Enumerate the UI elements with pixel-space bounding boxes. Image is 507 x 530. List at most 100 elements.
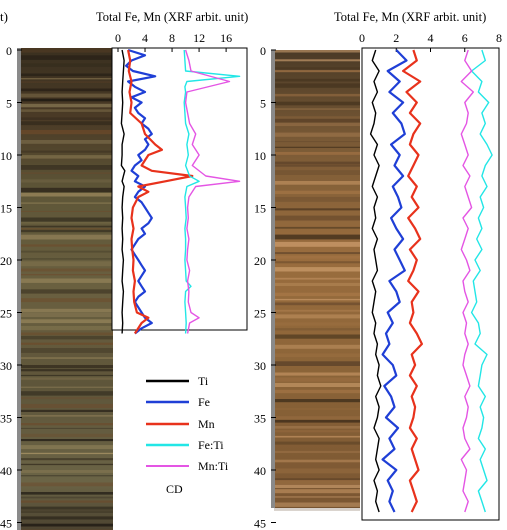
sediment-band bbox=[274, 468, 360, 474]
sediment-band bbox=[20, 48, 113, 53]
right-depth-tick-label: 45 bbox=[254, 517, 266, 530]
sediment-band bbox=[274, 441, 360, 445]
sediment-band bbox=[20, 470, 113, 473]
sediment-band bbox=[20, 172, 113, 174]
sediment-band bbox=[20, 258, 113, 260]
sediment-band bbox=[274, 314, 360, 319]
sediment-band bbox=[20, 78, 113, 80]
sediment-band bbox=[20, 221, 113, 224]
legend-label-fe-ti: Fe:Ti bbox=[198, 438, 224, 452]
sediment-band bbox=[274, 399, 360, 403]
sediment-band bbox=[20, 229, 113, 233]
sediment-band bbox=[20, 165, 113, 170]
sediment-band bbox=[20, 458, 113, 461]
sediment-band bbox=[274, 234, 360, 240]
sediment-band bbox=[20, 155, 113, 159]
sediment-band bbox=[20, 103, 113, 108]
right-x-tick-label: 8 bbox=[496, 31, 502, 45]
sediment-band bbox=[274, 116, 360, 119]
right-depth-tick-label: 20 bbox=[254, 254, 266, 268]
sediment-band bbox=[20, 140, 113, 144]
sediment-band bbox=[20, 289, 113, 294]
sediment-band bbox=[20, 187, 113, 193]
sediment-band bbox=[274, 484, 360, 488]
sediment-band bbox=[20, 452, 113, 455]
right-series-mn bbox=[402, 49, 423, 513]
sediment-band bbox=[274, 344, 360, 349]
sediment-band bbox=[274, 141, 360, 143]
right-x-ticks: 0 2 4 6 8 bbox=[359, 31, 502, 52]
sediment-band bbox=[274, 459, 360, 463]
sediment-band bbox=[274, 322, 360, 326]
sediment-band bbox=[274, 298, 360, 301]
sediment-band bbox=[20, 312, 113, 317]
sediment-band bbox=[274, 361, 360, 366]
sediment-band bbox=[20, 506, 113, 510]
sediment-band bbox=[274, 93, 360, 97]
sediment-band bbox=[274, 416, 360, 420]
right-x-tick-label: 0 bbox=[359, 31, 365, 45]
sediment-band bbox=[274, 302, 360, 306]
sediment-band bbox=[20, 225, 113, 228]
sediment-band bbox=[274, 108, 360, 110]
left-depth-tick-label: 0 bbox=[6, 44, 12, 58]
right-x-tick-label: 4 bbox=[428, 31, 434, 45]
right-plot: 0 2 4 6 8 bbox=[359, 31, 502, 521]
sediment-band bbox=[274, 70, 360, 73]
sediment-band bbox=[20, 117, 113, 120]
sediment-band bbox=[274, 256, 360, 259]
sediment-band bbox=[20, 374, 113, 376]
sediment-band bbox=[20, 391, 113, 396]
sediment-band bbox=[20, 109, 113, 112]
right-x-tick-label: 6 bbox=[462, 31, 468, 45]
sediment-band bbox=[274, 450, 360, 453]
sediment-band bbox=[274, 502, 360, 507]
sediment-band bbox=[20, 55, 113, 60]
sediment-band bbox=[20, 439, 113, 442]
sediment-band bbox=[20, 496, 113, 499]
sediment-band bbox=[274, 408, 360, 410]
sediment-band bbox=[20, 268, 113, 272]
sediment-band bbox=[20, 217, 113, 222]
right-x-tick-label: 2 bbox=[393, 31, 399, 45]
sediment-band bbox=[274, 382, 360, 387]
left-plot: 0 4 8 12 16 bbox=[111, 31, 248, 335]
left-series-fe-ti bbox=[183, 49, 241, 334]
left-label-fragment: t) bbox=[0, 9, 8, 24]
sediment-band bbox=[20, 386, 113, 388]
sediment-band bbox=[20, 357, 113, 359]
sediment-band bbox=[20, 325, 113, 331]
left-x-tick-label: 4 bbox=[142, 31, 148, 45]
left-core-photo bbox=[17, 48, 113, 530]
sediment-band bbox=[20, 377, 113, 380]
sediment-band bbox=[20, 365, 113, 369]
sediment-band bbox=[20, 81, 113, 83]
sediment-band bbox=[20, 492, 113, 495]
sediment-band bbox=[20, 409, 113, 412]
sediment-band bbox=[274, 282, 360, 286]
sediment-band bbox=[274, 372, 360, 376]
left-series bbox=[120, 48, 241, 335]
right-depth-tick-label: 30 bbox=[254, 359, 266, 373]
legend-item-fe-ti: Fe:Ti bbox=[146, 438, 224, 452]
right-series-fe-ti bbox=[470, 49, 493, 513]
sediment-band bbox=[274, 507, 360, 511]
sediment-band bbox=[274, 101, 360, 106]
sediment-band bbox=[20, 130, 113, 135]
sediment-band bbox=[274, 119, 360, 123]
sediment-band bbox=[274, 196, 360, 202]
sediment-band bbox=[20, 415, 113, 417]
right-series-ti bbox=[369, 49, 382, 513]
sediment-band bbox=[274, 478, 360, 480]
sediment-band bbox=[274, 435, 360, 438]
sediment-band bbox=[20, 244, 113, 247]
sediment-band bbox=[274, 241, 360, 247]
sediment-band bbox=[274, 353, 360, 358]
sediment-band bbox=[274, 78, 360, 82]
left-x-ticks: 0 4 8 12 16 bbox=[115, 31, 232, 52]
right-depth-tick-label: 0 bbox=[260, 44, 266, 58]
right-core-photo bbox=[271, 50, 360, 511]
sediment-band bbox=[274, 377, 360, 382]
sediment-band bbox=[274, 152, 360, 155]
left-depth-tick-label: 30 bbox=[0, 359, 12, 373]
